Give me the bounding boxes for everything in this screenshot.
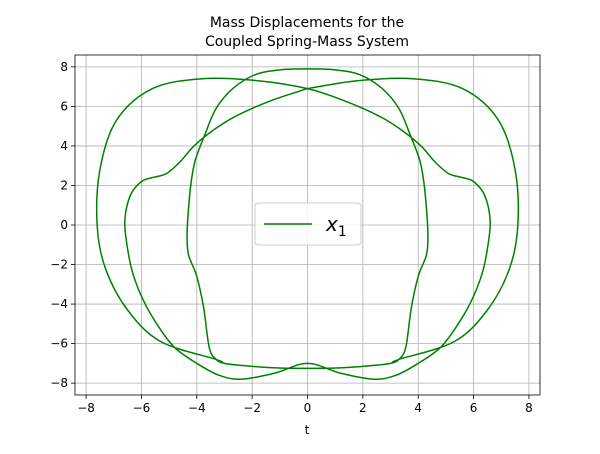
y-tick-label: 0	[60, 218, 68, 232]
x-tick-label: −8	[77, 401, 95, 415]
x-tick-label: 2	[359, 401, 367, 415]
legend: x1	[254, 202, 362, 246]
y-tick-label: −6	[50, 337, 68, 351]
y-tick-label: −8	[50, 376, 68, 390]
x-tick-label: −2	[243, 401, 261, 415]
y-tick-label: 8	[60, 60, 68, 74]
legend-label-main: x	[325, 212, 338, 236]
y-tick-label: 4	[60, 139, 68, 153]
x-tick-label: −4	[188, 401, 206, 415]
y-tick-label: −2	[50, 258, 68, 272]
legend-label-subscript: 1	[338, 224, 347, 240]
y-tick-label: 2	[60, 178, 68, 192]
x-tick-label: 4	[414, 401, 422, 415]
series-group	[95, 68, 520, 380]
series-line-0	[95, 68, 520, 380]
x-axis-label: t	[305, 423, 310, 437]
x-tick-label: 8	[525, 401, 533, 415]
tick-group: −8 −6 −4 −2 0 2 4 6 8 −8 −6 −4 −2 0 2 4 6 8	[50, 60, 532, 415]
x-tick-label: −6	[133, 401, 151, 415]
chart-title-line2: Coupled Spring-Mass System	[205, 34, 409, 50]
x-tick-label: 0	[304, 401, 312, 415]
legend-label-x1: x1	[325, 212, 347, 240]
y-tick-label: 6	[60, 99, 68, 113]
y-tick-label: −4	[50, 297, 68, 311]
x-tick-label: 6	[470, 401, 478, 415]
chart-title-line1: Mass Displacements for the	[210, 15, 404, 31]
